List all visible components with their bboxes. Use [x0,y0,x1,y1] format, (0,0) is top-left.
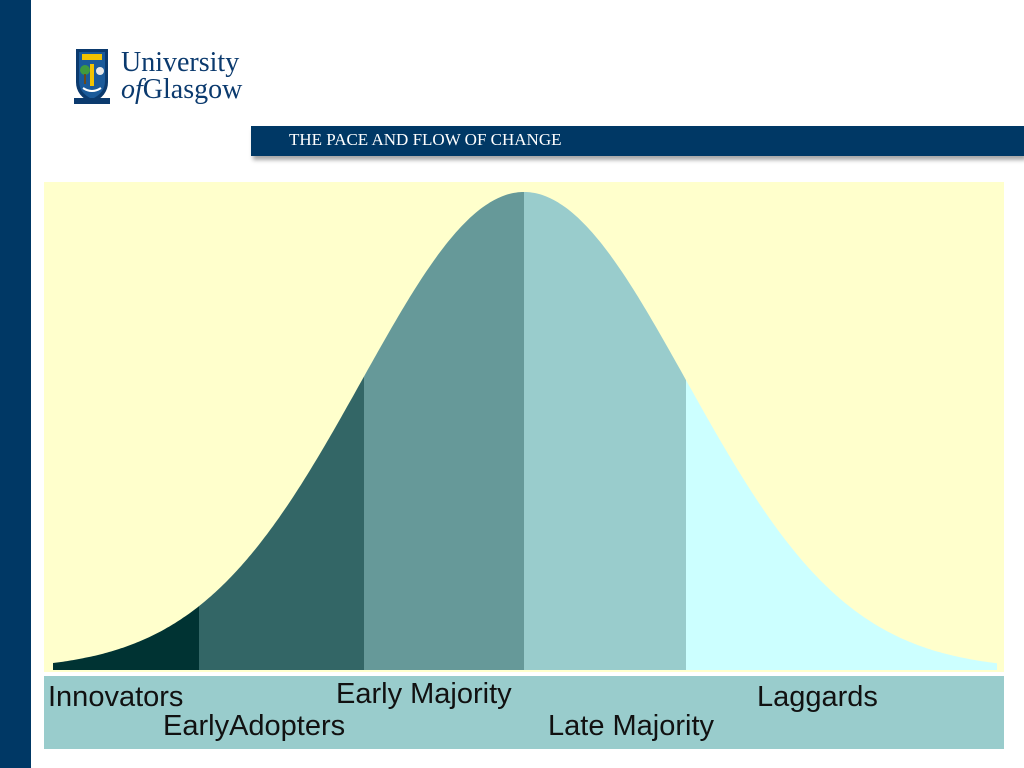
university-logo[interactable]: University ofGlasgow [74,46,264,108]
label-innovators: Innovators [48,681,184,713]
slide-title: THE PACE AND FLOW OF CHANGE [289,130,562,149]
label-early-adopters: EarlyAdopters [163,710,346,742]
logo-glasgow: Glasgow [142,74,243,105]
adoption-curve-chart [44,182,1004,750]
segment-early-adopters [199,376,364,670]
logo-line-glasgow: ofGlasgow [121,76,242,104]
left-accent-bar [0,0,31,768]
bell-curve-svg [44,182,1004,672]
crest-icon [74,49,110,104]
segment-early-majority [364,192,524,670]
logo-line-university: University [121,47,240,78]
label-laggards: Laggards [757,681,878,713]
logo-of: of [121,74,143,105]
label-early-majority: Early Majority [336,678,512,710]
segment-innovators [53,606,199,670]
label-late-majority: Late Majority [548,710,715,742]
title-bar: THE PACE AND FLOW OF CHANGE [251,126,1024,156]
segment-late-majority [524,192,686,670]
logo-wordmark: University ofGlasgow [121,49,242,104]
segment-laggards [686,380,997,670]
category-label-strip: Innovators EarlyAdopters Early Majority … [44,676,1004,749]
